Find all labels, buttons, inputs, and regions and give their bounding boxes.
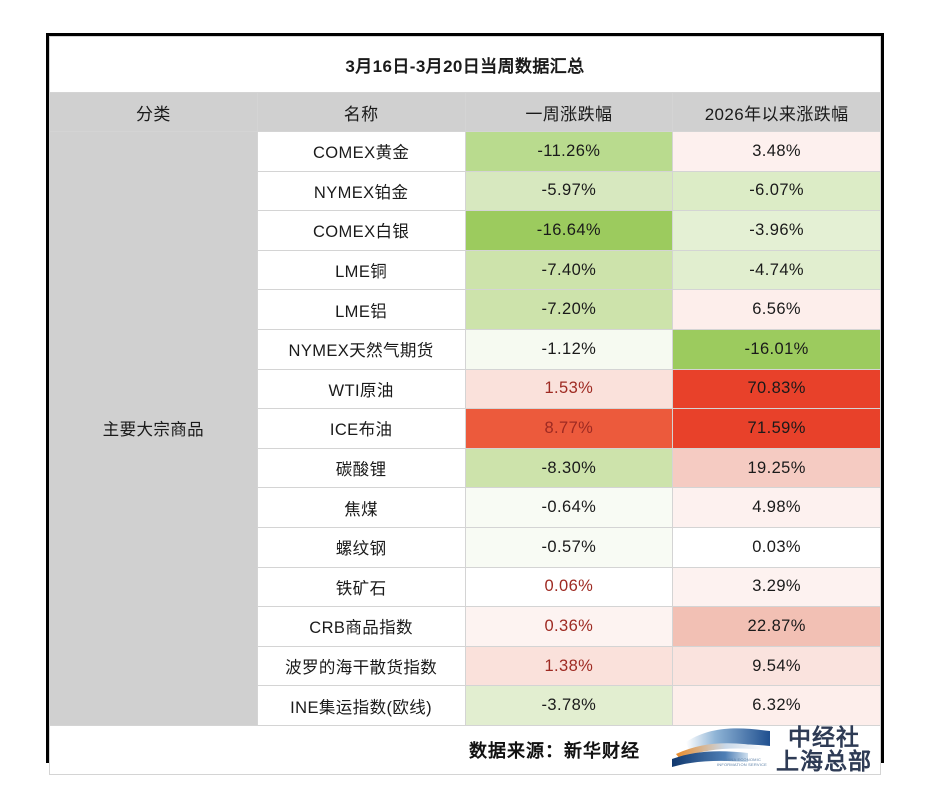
row-name-cell: WTI原油	[256, 368, 466, 410]
ytd-change-cell: -3.96%	[672, 210, 881, 251]
ytd-change-cell: 4.98%	[672, 487, 881, 528]
week-change-cell: -1.12%	[464, 328, 674, 370]
table-row: LME铜 -7.40% -4.74%	[50, 249, 881, 291]
week-change-cell: -8.30%	[464, 447, 674, 489]
row-name-cell: NYMEX铂金	[256, 170, 466, 212]
table-row: CRB商品指数 0.36% 22.87%	[50, 606, 881, 647]
table-row: ICE布油 8.77% 71.59%	[50, 408, 881, 449]
week-change-cell: -11.26%	[464, 131, 674, 172]
week-change-cell: 0.36%	[464, 606, 674, 647]
column-header-name: 名称	[256, 92, 466, 132]
week-change-cell: -16.64%	[464, 210, 674, 251]
row-name-cell: COMEX黄金	[256, 131, 466, 172]
table-row: INE集运指数(欧线) -3.78% 6.32%	[50, 685, 881, 726]
ytd-change-cell: 71.59%	[672, 408, 881, 449]
row-name-cell: CRB商品指数	[256, 606, 466, 647]
column-header-category: 分类	[49, 92, 258, 132]
logo-wordmark: 中经社 上海总部	[776, 724, 872, 774]
week-change-cell: 8.77%	[464, 408, 674, 449]
week-change-cell: -3.78%	[464, 685, 674, 726]
ytd-change-cell: 9.54%	[672, 645, 881, 687]
row-name-cell: ICE布油	[256, 408, 466, 449]
table-row: NYMEX天然气期货 -1.12% -16.01%	[50, 328, 881, 370]
ytd-change-cell: -6.07%	[672, 170, 881, 212]
week-change-cell: 1.53%	[464, 368, 674, 410]
data-source-label: 数据来源：新华财经	[469, 740, 640, 761]
row-name-cell: 碳酸锂	[256, 447, 466, 489]
table-row: 主要大宗商品 COMEX黄金 -11.26% 3.48%	[49, 131, 881, 726]
logo-line-2: 上海总部	[776, 747, 872, 774]
table-row: 螺纹钢 -0.57% 0.03%	[50, 526, 881, 568]
ytd-change-cell: 0.03%	[672, 526, 881, 568]
table-row: 碳酸锂 -8.30% 19.25%	[50, 447, 881, 489]
row-name-cell: 螺纹钢	[256, 526, 466, 568]
column-header-week-change: 一周涨跌幅	[464, 92, 674, 132]
week-change-cell: -7.20%	[464, 289, 674, 330]
logo-microtext-line1: CHINA ECONOMIC	[722, 756, 762, 762]
ytd-change-cell: -4.74%	[672, 249, 881, 291]
ytd-change-cell: 22.87%	[672, 606, 881, 647]
category-cell: 主要大宗商品	[49, 131, 258, 726]
table-row: 波罗的海干散货指数 1.38% 9.54%	[50, 645, 881, 687]
ytd-change-cell: -16.01%	[672, 328, 881, 370]
table-row: 铁矿石 0.06% 3.29%	[50, 566, 881, 608]
row-name-cell: 焦煤	[256, 487, 466, 528]
table-row: 焦煤 -0.64% 4.98%	[50, 487, 881, 528]
row-name-cell: LME铝	[256, 289, 466, 330]
cneis-logo: CHINA ECONOMIC INFORMATION SERVICE 中经社 上…	[670, 724, 872, 774]
summary-table: 3月16日-3月20日当周数据汇总 分类 名称 一周涨跌幅 2026年以来涨跌幅…	[49, 36, 881, 775]
row-name-cell: LME铜	[256, 249, 466, 291]
row-name-cell: COMEX白银	[256, 210, 466, 251]
ytd-change-cell: 3.29%	[672, 566, 881, 608]
logo-microtext: CHINA ECONOMIC INFORMATION SERVICE	[714, 757, 770, 767]
ytd-change-cell: 6.56%	[672, 289, 881, 330]
footer-row: 数据来源：新华财经	[49, 724, 881, 775]
week-change-cell: -0.57%	[464, 526, 674, 568]
logo-microtext-line2: INFORMATION SERVICE	[716, 761, 768, 767]
table-row: COMEX白银 -16.64% -3.96%	[50, 210, 881, 251]
ytd-change-cell: 19.25%	[672, 447, 881, 489]
table-row: WTI原油 1.53% 70.83%	[50, 368, 881, 410]
ytd-change-cell: 70.83%	[672, 368, 881, 410]
row-name-cell: NYMEX天然气期货	[256, 328, 466, 370]
table-footer: 数据来源：新华财经	[49, 724, 881, 775]
table-row: LME铝 -7.20% 6.56%	[50, 289, 881, 330]
week-change-cell: -5.97%	[464, 170, 674, 212]
row-name-cell: 波罗的海干散货指数	[256, 645, 466, 687]
header-row: 分类 名称 一周涨跌幅 2026年以来涨跌幅	[49, 92, 881, 132]
logo-swoosh-icon: CHINA ECONOMIC INFORMATION SERVICE	[670, 728, 772, 772]
logo-line-1: 中经社	[788, 724, 860, 751]
row-name-cell: INE集运指数(欧线)	[256, 685, 466, 726]
ytd-change-cell: 3.48%	[672, 131, 881, 172]
ytd-change-cell: 6.32%	[672, 685, 881, 726]
title-row: 3月16日-3月20日当周数据汇总	[49, 36, 881, 93]
week-change-cell: -0.64%	[464, 487, 674, 528]
table-row: NYMEX铂金 -5.97% -6.07%	[50, 170, 881, 212]
week-change-cell: -7.40%	[464, 249, 674, 291]
page-title: 3月16日-3月20日当周数据汇总	[49, 36, 881, 93]
week-change-cell: 0.06%	[464, 566, 674, 608]
row-name-cell: 铁矿石	[256, 566, 466, 608]
week-change-cell: 1.38%	[464, 645, 674, 687]
column-header-ytd-change: 2026年以来涨跌幅	[672, 92, 881, 132]
summary-table-frame: 3月16日-3月20日当周数据汇总 分类 名称 一周涨跌幅 2026年以来涨跌幅…	[46, 33, 884, 775]
